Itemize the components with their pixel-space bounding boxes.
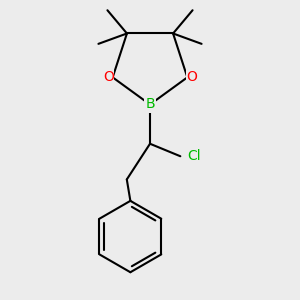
Text: B: B [145, 98, 155, 112]
Text: O: O [186, 70, 197, 84]
Text: O: O [103, 70, 114, 84]
Text: Cl: Cl [188, 149, 201, 163]
